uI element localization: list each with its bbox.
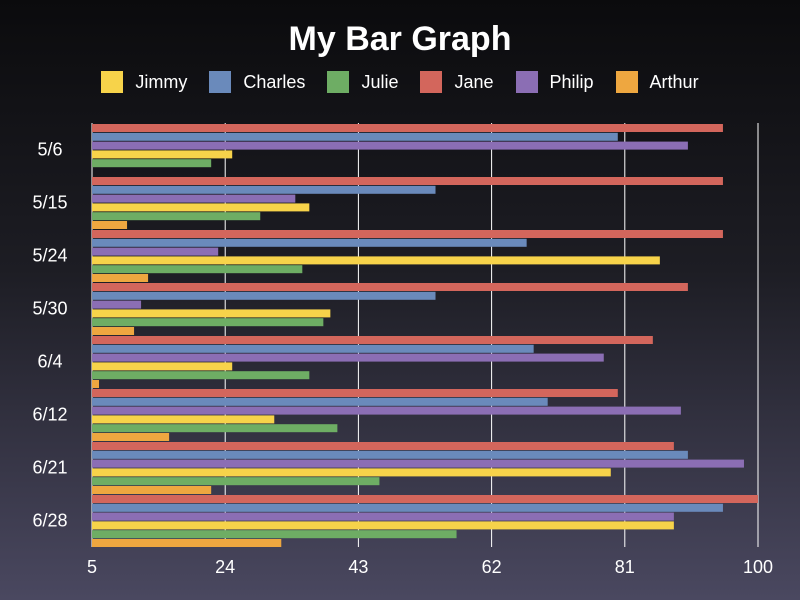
bar-julie bbox=[92, 530, 457, 539]
legend-label: Julie bbox=[361, 71, 399, 92]
legend-label: Charles bbox=[243, 71, 306, 92]
legend-item-jane: Jane bbox=[420, 71, 494, 93]
legend-swatch bbox=[101, 71, 124, 93]
bar-arthur bbox=[92, 274, 149, 282]
legend-item-arthur: Arthur bbox=[615, 71, 699, 93]
bar-charles bbox=[92, 450, 688, 459]
x-tick-label: 24 bbox=[215, 557, 235, 577]
legend-item-julie: Julie bbox=[327, 71, 398, 93]
bar-charles bbox=[92, 238, 527, 247]
legend-item-jimmy: Jimmy bbox=[101, 71, 187, 93]
bar-charles bbox=[92, 185, 436, 194]
legend-label: Arthur bbox=[649, 71, 699, 92]
bar-jane bbox=[92, 177, 723, 185]
x-tick-label: 43 bbox=[348, 557, 368, 577]
bar-julie bbox=[92, 371, 310, 380]
bar-philip bbox=[92, 300, 142, 309]
bar-philip bbox=[92, 247, 219, 256]
chart-title: My Bar Graph bbox=[288, 20, 512, 58]
bar-jane bbox=[92, 283, 688, 291]
legend-swatch bbox=[420, 71, 443, 93]
legend-label: Jimmy bbox=[135, 71, 188, 92]
legend-label: Jane bbox=[454, 71, 494, 92]
bar-charles bbox=[92, 503, 723, 512]
bar-arthur bbox=[92, 486, 212, 494]
bar-jimmy bbox=[92, 309, 331, 318]
y-tick-label: 5/24 bbox=[32, 246, 67, 266]
bar-arthur bbox=[92, 433, 170, 441]
x-tick-label: 62 bbox=[482, 557, 502, 577]
bar-jane bbox=[92, 336, 653, 344]
bar-jane bbox=[92, 124, 723, 132]
bar-charles bbox=[92, 397, 548, 406]
legend-item-philip: Philip bbox=[515, 71, 594, 93]
bar-arthur bbox=[92, 221, 128, 229]
legend-label: Philip bbox=[549, 71, 594, 92]
bar-philip bbox=[92, 459, 744, 468]
bar-arthur bbox=[92, 327, 135, 335]
bar-julie bbox=[92, 477, 380, 486]
x-tick-label: 5 bbox=[87, 557, 97, 577]
bar-julie bbox=[92, 212, 261, 221]
legend-swatch bbox=[209, 71, 232, 93]
bar-philip bbox=[92, 141, 688, 150]
y-tick-label: 6/21 bbox=[32, 458, 67, 478]
bar-philip bbox=[92, 406, 681, 415]
bar-jimmy bbox=[92, 256, 660, 265]
bar-charles bbox=[92, 291, 436, 300]
bar-jimmy bbox=[92, 415, 275, 424]
bar-jane bbox=[92, 230, 723, 238]
x-tick-label: 81 bbox=[615, 557, 635, 577]
bar-jimmy bbox=[92, 362, 233, 371]
bar-philip bbox=[92, 353, 604, 362]
x-tick-label: 100 bbox=[743, 557, 773, 577]
y-tick-label: 6/12 bbox=[32, 405, 67, 425]
bar-jane bbox=[92, 495, 758, 503]
y-tick-label: 5/30 bbox=[32, 299, 67, 319]
bar-jane bbox=[92, 389, 618, 397]
bar-jane bbox=[92, 442, 674, 450]
y-tick-label: 6/4 bbox=[37, 352, 62, 372]
bar-jimmy bbox=[92, 203, 310, 212]
bar-charles bbox=[92, 132, 618, 141]
legend-swatch bbox=[327, 71, 350, 93]
y-tick-label: 5/6 bbox=[37, 140, 62, 160]
bar-jimmy bbox=[92, 468, 611, 477]
bar-philip bbox=[92, 512, 674, 521]
bar-philip bbox=[92, 194, 296, 203]
bar-julie bbox=[92, 159, 212, 168]
y-tick-label: 5/15 bbox=[32, 193, 67, 213]
bar-arthur bbox=[92, 539, 282, 547]
bar-jimmy bbox=[92, 521, 674, 530]
bar-arthur bbox=[92, 380, 100, 388]
bar-julie bbox=[92, 424, 338, 433]
legend-swatch bbox=[515, 71, 538, 93]
bar-charles bbox=[92, 344, 534, 353]
bar-julie bbox=[92, 265, 303, 274]
y-tick-label: 6/28 bbox=[32, 511, 67, 531]
bar-jimmy bbox=[92, 150, 233, 159]
bar-julie bbox=[92, 318, 324, 327]
legend-swatch bbox=[615, 71, 638, 93]
legend: Jimmy Charles Julie Jane Philip Arthur bbox=[0, 68, 800, 96]
legend-item-charles: Charles bbox=[209, 71, 305, 93]
